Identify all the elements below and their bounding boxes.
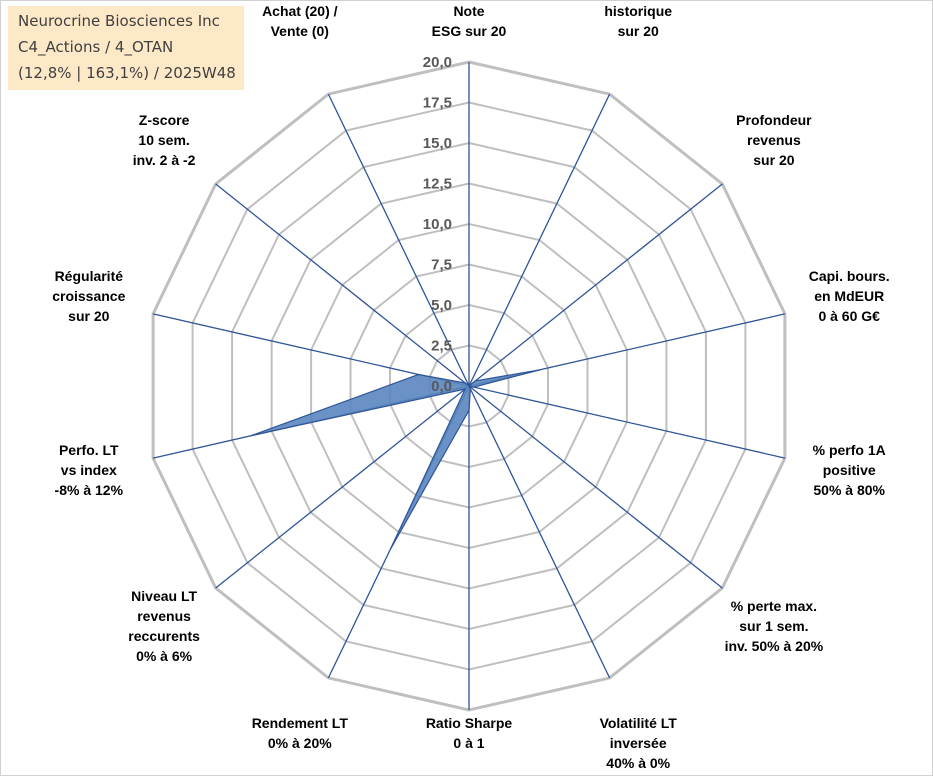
- axis-label: Z-score 10 sem. inv. 2 à -2: [133, 112, 196, 168]
- title-company: Neurocrine Biosciences Inc: [18, 12, 220, 30]
- axis-label: Capi. bours. en MdEUR 0 à 60 G€: [809, 268, 890, 324]
- radial-tick-label: 20,0: [423, 54, 452, 71]
- axis-label-line: sur 20: [618, 23, 659, 39]
- axis-label-line: 0 à 60 G€: [818, 308, 880, 324]
- radial-tick-label: 15,0: [423, 135, 452, 152]
- axis-spoke: [468, 385, 786, 459]
- axis-label-line: Z-score: [139, 112, 190, 128]
- axis-label: Régularité croissance sur 20: [52, 268, 125, 324]
- axis-label: MomentumAchat (20) /Vente (0): [262, 3, 338, 39]
- axis-label-line: inv. 50% à 20%: [725, 638, 824, 654]
- axis-label-line: 40% à 0%: [606, 755, 670, 771]
- axis-label-line: % perte max.: [731, 598, 817, 614]
- axis-label-line: inv. 2 à -2: [133, 152, 196, 168]
- axis-spoke: [468, 93, 611, 387]
- axis-label-line: Vente (0): [271, 23, 329, 39]
- axis-label-line: sur 20: [68, 308, 109, 324]
- axis-label: Profondeur revenus sur 20: [736, 112, 812, 168]
- axis-spoke: [468, 385, 723, 589]
- axis-label: % perte max. sur 1 sem. inv. 50% à 20%: [725, 598, 824, 654]
- axis-spoke: [152, 313, 470, 387]
- chart-title-box: Neurocrine Biosciences Inc C4_Actions / …: [8, 6, 244, 90]
- radial-tick-label: 10,0: [423, 216, 452, 233]
- title-category: C4_Actions / 4_OTAN: [18, 38, 174, 56]
- axis-label-line: 10 sem.: [138, 132, 189, 148]
- axis-label-line: 0% à 20%: [268, 735, 332, 751]
- axis-label: Profondeurhistoriquesur 20: [604, 3, 672, 39]
- axis-label-line: sur 20: [753, 152, 794, 168]
- axis-label-line: 0 à 1: [453, 735, 484, 751]
- radial-tick-label: 2,5: [431, 338, 452, 355]
- axis-label: Note ESG sur 20: [432, 3, 507, 39]
- axis-spoke: [468, 385, 611, 679]
- axis-label-line: Ratio Sharpe: [426, 715, 513, 731]
- axis-label-line: Volatilité LT: [600, 715, 678, 731]
- axis-label-line: % perfo 1A: [813, 442, 886, 458]
- axis-label-line: Note: [453, 3, 484, 19]
- axis-label-line: 50% à 80%: [813, 482, 885, 498]
- axis-label-line: Niveau LT: [131, 588, 197, 604]
- axis-label-line: reccurents: [128, 628, 200, 644]
- radar-series: [250, 369, 541, 550]
- axis-label-line: Perfo. LT: [59, 442, 119, 458]
- axis-label: % perfo 1A positive 50% à 80%: [813, 442, 886, 498]
- radial-tick-label: 0,0: [431, 378, 452, 395]
- axis-label-line: croissance: [52, 288, 125, 304]
- axis-label-line: historique: [604, 3, 672, 19]
- axis-label-line: revenus: [747, 132, 801, 148]
- axis-spoke: [215, 385, 470, 589]
- axis-label-line: sur 1 sem.: [739, 618, 808, 634]
- radial-tick-label: 7,5: [431, 257, 452, 274]
- axis-label-line: revenus: [137, 608, 191, 624]
- series-area: [250, 369, 541, 550]
- axis-label-line: vs index: [61, 462, 117, 478]
- axis-label-line: Rendement LT: [252, 715, 349, 731]
- axis-spoke: [327, 93, 470, 387]
- axis-label-line: Achat (20) /: [262, 3, 338, 19]
- radial-tick-label: 17,5: [423, 95, 452, 112]
- radial-tick-label: 12,5: [423, 176, 452, 193]
- axis-label-line: -8% à 12%: [55, 482, 124, 498]
- axis-spoke: [468, 183, 723, 387]
- axis-label-line: 0% à 6%: [136, 648, 193, 664]
- radial-tick-labels: 0,0 2,5 5,0 7,5 10,0 12,5 15,0 17,5 20,0: [423, 54, 452, 395]
- axis-spoke: [215, 183, 470, 387]
- axis-label: Niveau LT revenus reccurents 0% à 6%: [128, 588, 200, 664]
- axis-label: Volatilité LT inversée 40% à 0%: [600, 715, 678, 771]
- axis-label: Rendement LT 0% à 20%: [252, 715, 349, 751]
- axis-label-line: Capi. bours.: [809, 268, 890, 284]
- axis-label-line: inversée: [610, 735, 667, 751]
- radial-tick-label: 5,0: [431, 297, 452, 314]
- axis-labels: Note ESG sur 20 Profondeur historique sur 20…: [52, 3, 890, 771]
- title-stats: (12,8% | 163,1%) / 2025W48: [18, 64, 236, 82]
- axis-label-line: en MdEUR: [814, 288, 884, 304]
- axis-label: Perfo. LT vs index -8% à 12%: [55, 442, 124, 498]
- axis-label-line: Régularité: [55, 268, 124, 284]
- axis-label-line: ESG sur 20: [432, 23, 507, 39]
- axis-label-line: Profondeur: [736, 112, 812, 128]
- axis-label-line: positive: [823, 462, 876, 478]
- axis-label: Ratio Sharpe 0 à 1: [426, 715, 513, 751]
